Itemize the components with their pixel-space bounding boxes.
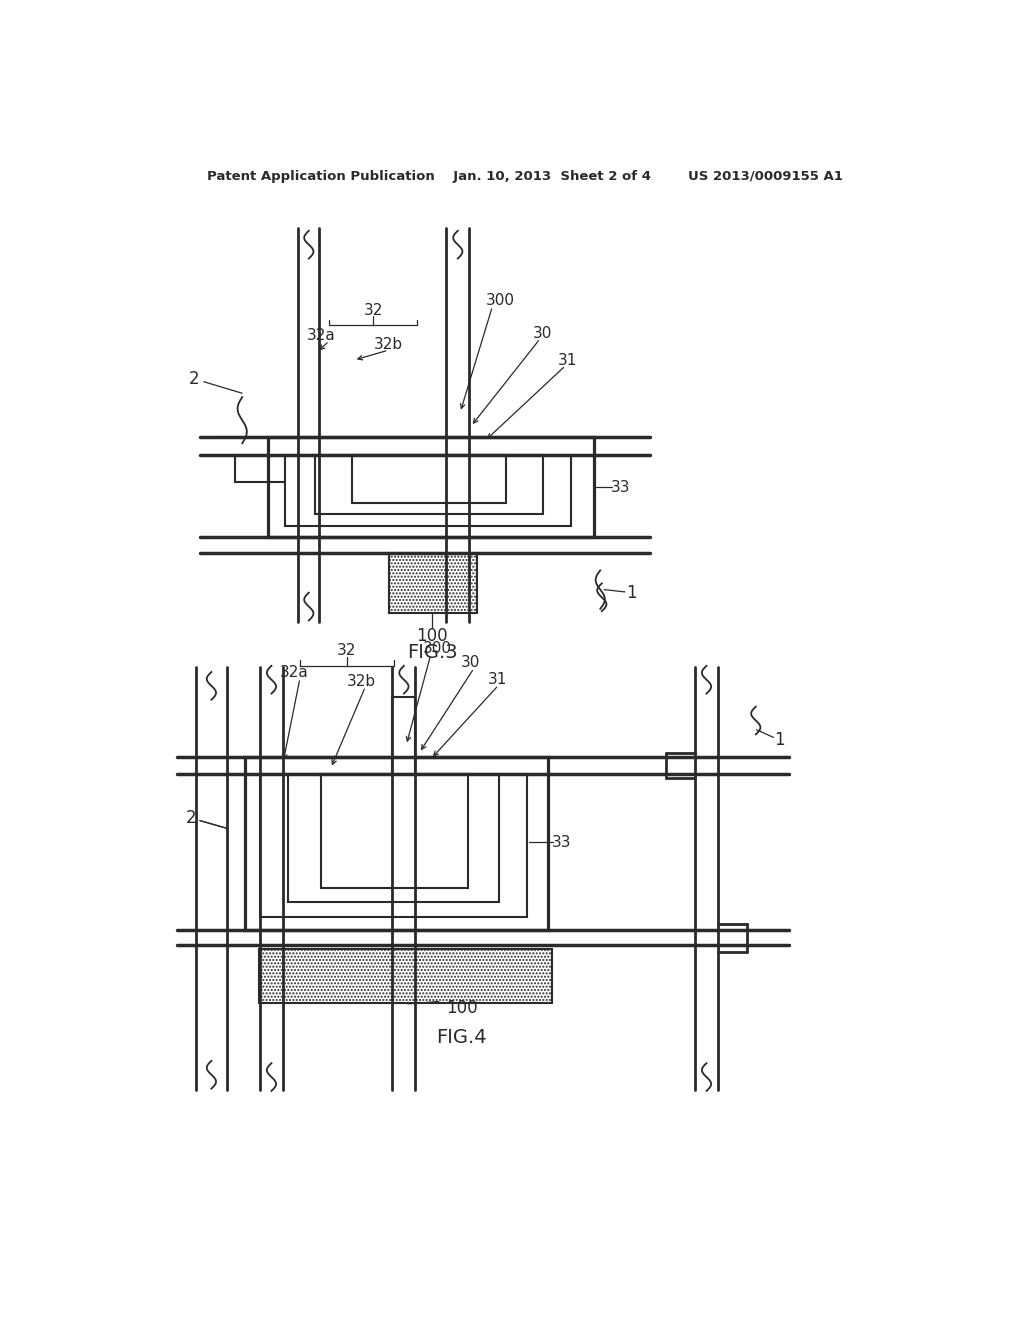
Text: 1: 1 xyxy=(626,583,636,602)
Text: 32a: 32a xyxy=(307,327,336,343)
Text: 33: 33 xyxy=(611,479,631,495)
Bar xyxy=(352,455,506,503)
Bar xyxy=(289,775,499,903)
Text: 32: 32 xyxy=(337,643,356,657)
Bar xyxy=(259,949,552,1003)
Text: 300: 300 xyxy=(485,293,515,309)
Text: 32a: 32a xyxy=(281,665,309,680)
Text: 31: 31 xyxy=(558,352,578,368)
Text: 1: 1 xyxy=(774,731,785,748)
Text: FIG.4: FIG.4 xyxy=(436,1028,487,1047)
Text: 2: 2 xyxy=(188,371,199,388)
Bar xyxy=(392,697,416,775)
Text: FIG.3: FIG.3 xyxy=(408,643,458,663)
Text: 30: 30 xyxy=(532,326,552,341)
Text: 100: 100 xyxy=(445,999,477,1018)
Text: 32b: 32b xyxy=(374,337,403,352)
Text: Patent Application Publication    Jan. 10, 2013  Sheet 2 of 4        US 2013/000: Patent Application Publication Jan. 10, … xyxy=(207,169,843,182)
Bar xyxy=(267,437,594,537)
Text: 2: 2 xyxy=(185,809,196,828)
Bar xyxy=(285,455,571,525)
Bar xyxy=(245,756,548,929)
Bar xyxy=(315,455,543,515)
Bar xyxy=(321,775,468,887)
Text: 30: 30 xyxy=(461,655,480,671)
Text: 300: 300 xyxy=(423,642,452,656)
Text: 100: 100 xyxy=(417,627,449,644)
Text: 33: 33 xyxy=(552,834,571,850)
Text: 31: 31 xyxy=(487,672,507,688)
Text: 32b: 32b xyxy=(347,673,376,689)
Text: 32: 32 xyxy=(364,302,383,318)
Bar xyxy=(388,553,477,612)
Bar xyxy=(260,775,527,917)
